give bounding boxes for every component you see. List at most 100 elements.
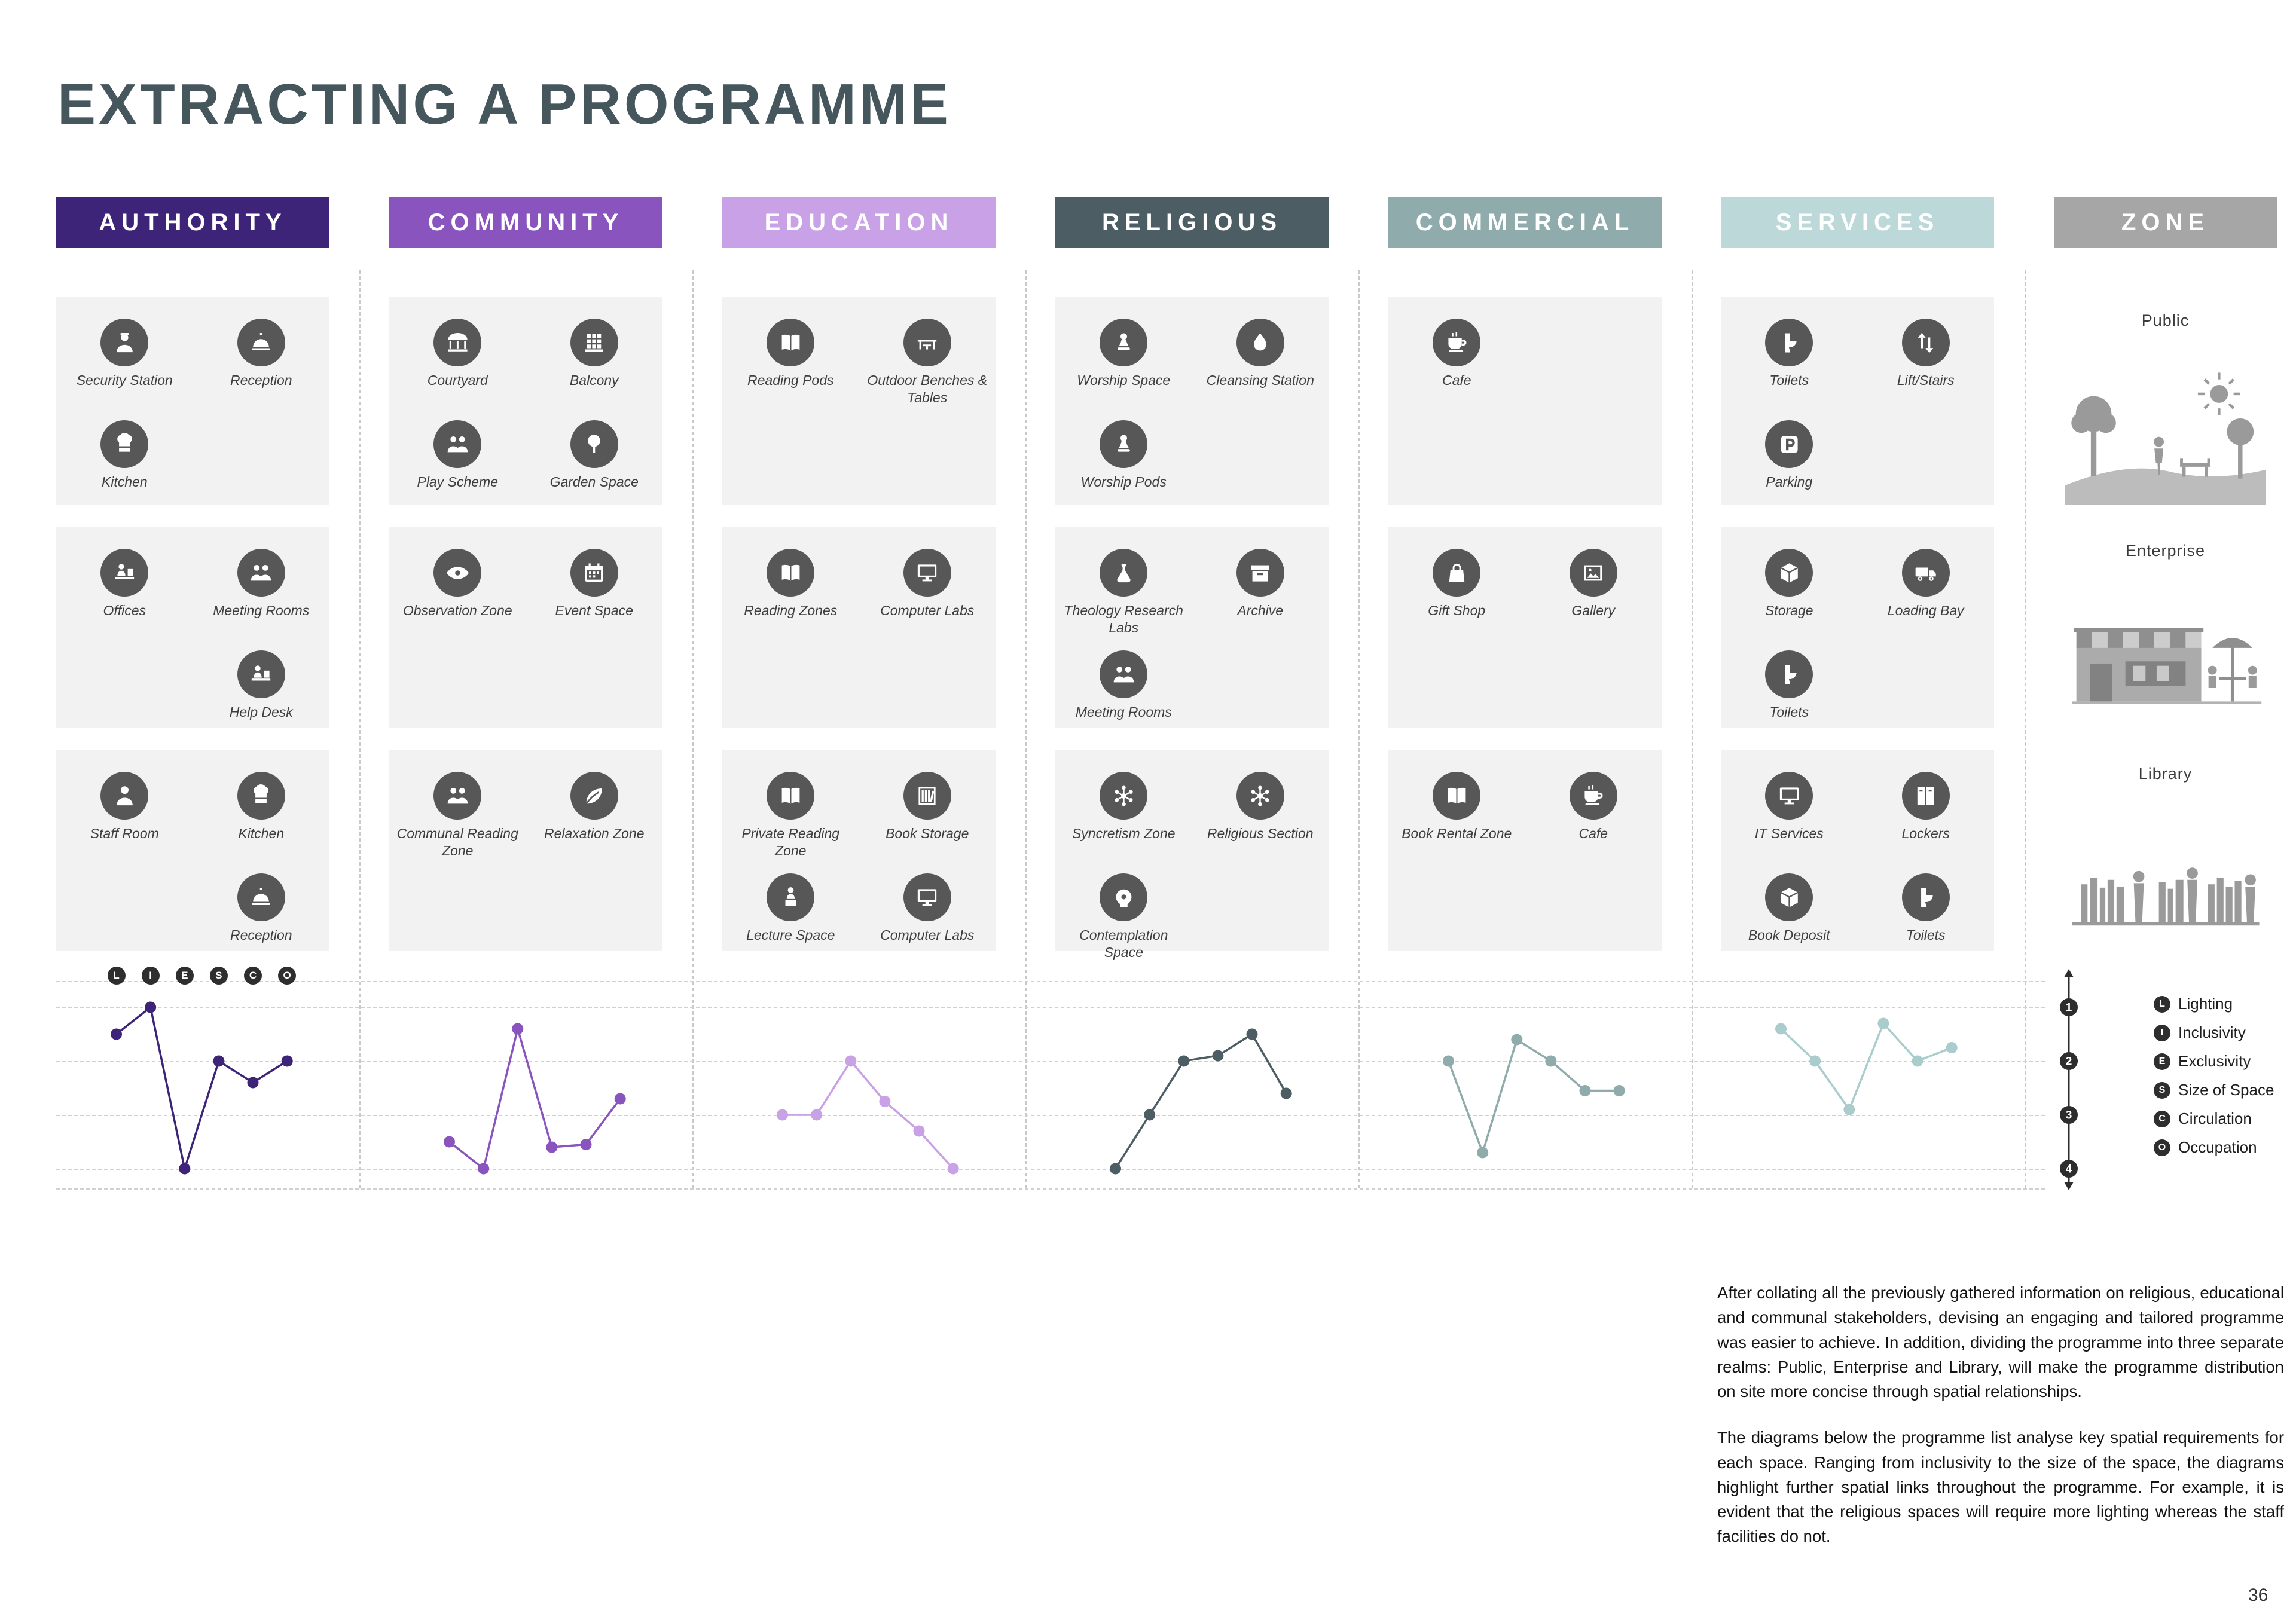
chart-axis-letter-o: O xyxy=(278,967,297,985)
legend-letter-s: S xyxy=(2154,1081,2170,1099)
chart-axis-letter-c: C xyxy=(244,967,262,985)
meeting-people-icon xyxy=(237,549,285,597)
programme-item-label: Meeting Rooms xyxy=(213,603,310,618)
programme-item: Reception xyxy=(230,319,292,408)
programme-band: Reading Pods Outdoor Benches & Tables xyxy=(722,297,996,505)
programme-item: IT Services xyxy=(1755,772,1824,861)
zone-label: Public xyxy=(2141,311,2190,329)
programme-item: Event Space xyxy=(555,549,633,638)
reception-bell-icon xyxy=(237,319,285,366)
locker-icon xyxy=(1901,772,1950,820)
programme-item-label: Syncretism Zone xyxy=(1071,826,1176,841)
reception-bell-icon xyxy=(237,873,285,921)
programme-band: Book Rental Zone Cafe xyxy=(1388,750,1662,951)
carousel-icon xyxy=(433,319,482,366)
programme-item: Reading Zones xyxy=(744,549,837,638)
programme-item-label: Lift/Stairs xyxy=(1897,372,1955,388)
zone-band-library: Library xyxy=(2054,750,2277,951)
programme-item-label: Computer Labs xyxy=(880,603,975,618)
programme-item-label: Parking xyxy=(1766,474,1813,490)
programme-item-label: IT Services xyxy=(1754,826,1824,841)
column-separator-3 xyxy=(1025,270,1027,1188)
programme-item-label: Courtyard xyxy=(427,372,488,388)
programme-band: Storage Loading Bay Toilets xyxy=(1721,527,1994,728)
legend-label: Size of Space xyxy=(2178,1081,2274,1099)
chart-axis-letter-i: I xyxy=(141,967,160,985)
security-guard-icon xyxy=(100,319,149,366)
programme-item: Communal Reading Zone xyxy=(396,772,519,861)
programme-item: Garden Space xyxy=(550,420,639,510)
mind-head-icon xyxy=(1100,873,1148,921)
column-separator-1 xyxy=(359,270,361,1188)
programme-item-label: Reading Zones xyxy=(744,603,838,618)
column-header-community: COMMUNITY xyxy=(389,197,662,248)
programme-item: Meeting Rooms xyxy=(213,549,309,638)
programme-item: Reception xyxy=(230,873,292,963)
programme-item: Worship Space xyxy=(1077,319,1170,408)
legend-label: Lighting xyxy=(2178,995,2233,1013)
zone-band-enterprise: Enterprise xyxy=(2054,527,2277,728)
programme-band: Offices Meeting Rooms Help Desk xyxy=(56,527,329,728)
programme-band: Toilets Lift/Stairs Parking xyxy=(1721,297,1994,505)
programme-item-label: Meeting Rooms xyxy=(1075,704,1172,720)
legend-letter-l: L xyxy=(2154,995,2170,1013)
programme-band: Worship Space Cleansing Station Worship Po… xyxy=(1055,297,1329,505)
programme-item-label: Toilets xyxy=(1769,372,1809,388)
coffee-cup-icon xyxy=(1433,319,1481,366)
column-separator-4 xyxy=(1358,270,1360,1188)
legend-item-occupation: O Occupation xyxy=(2154,1138,2257,1157)
reading-book-icon xyxy=(1433,772,1481,820)
legend-label: Circulation xyxy=(2178,1109,2252,1127)
requirements-chart-authority xyxy=(111,1001,293,1175)
programme-item: Book Deposit xyxy=(1748,873,1830,963)
programme-item: Gallery xyxy=(1569,549,1617,638)
programme-item: Meeting Rooms xyxy=(1076,650,1172,740)
legend-label: Exclusivity xyxy=(2178,1052,2251,1070)
chef-hat-icon xyxy=(100,420,149,468)
programme-item-label: Help Desk xyxy=(229,704,293,720)
network-nodes-icon xyxy=(1236,772,1284,820)
programme-item-label: Communal Reading Zone xyxy=(396,826,518,858)
programme-item: Toilets xyxy=(1765,650,1813,740)
svg-text:1: 1 xyxy=(2066,1002,2072,1014)
picture-frame-icon xyxy=(1569,549,1617,597)
programme-item: Book Rental Zone xyxy=(1402,772,1512,861)
programme-item: Gift Shop xyxy=(1428,549,1485,638)
programme-item-label: Relaxation Zone xyxy=(544,826,645,841)
programme-item-label: Book Storage xyxy=(886,826,969,841)
reading-book-icon xyxy=(767,319,815,366)
programme-item-label: Private Reading Zone xyxy=(741,826,840,858)
reading-book-icon xyxy=(767,772,815,820)
programme-item-label: Balcony xyxy=(569,372,619,388)
svg-text:4: 4 xyxy=(2066,1163,2072,1176)
programme-item: Syncretism Zone xyxy=(1072,772,1176,861)
column-separator-5 xyxy=(1692,270,1693,1188)
chart-gridline-1 xyxy=(56,981,2045,982)
legend-label: Occupation xyxy=(2178,1138,2257,1156)
programme-item-label: Religious Section xyxy=(1207,826,1314,841)
zone-band-public: Public xyxy=(2054,297,2277,505)
column-header-education: EDUCATION xyxy=(722,197,996,248)
programme-item: Cafe xyxy=(1569,772,1617,861)
network-nodes-icon xyxy=(1100,772,1148,820)
chart-gridline-6 xyxy=(56,1188,2045,1190)
programme-item: Kitchen xyxy=(237,772,285,861)
programme-item-label: Security Station xyxy=(76,372,173,388)
lecturer-podium-icon xyxy=(767,873,815,921)
programme-item-label: Play Scheme xyxy=(417,474,498,490)
chart-axis-letter-e: E xyxy=(175,967,194,985)
meeting-people-icon xyxy=(1100,650,1148,698)
programme-item-label: Event Space xyxy=(555,603,633,618)
programme-item-label: Loading Bay xyxy=(1887,603,1964,618)
programme-item-label: Staff Room xyxy=(90,826,159,841)
programme-item: Contemplation Space xyxy=(1062,873,1185,963)
programme-item-label: Storage xyxy=(1764,603,1813,618)
programme-item-label: Worship Pods xyxy=(1080,474,1167,490)
programme-item: Outdoor Benches & Tables xyxy=(866,319,988,408)
programme-item: Cleansing Station xyxy=(1207,319,1314,408)
enterprise-illustration xyxy=(2065,560,2266,728)
programme-item: Toilets xyxy=(1901,873,1950,963)
programme-item-label: Outdoor Benches & Tables xyxy=(867,372,988,405)
programme-item: Book Storage xyxy=(886,772,969,861)
programme-item-label: Gift Shop xyxy=(1428,603,1486,618)
